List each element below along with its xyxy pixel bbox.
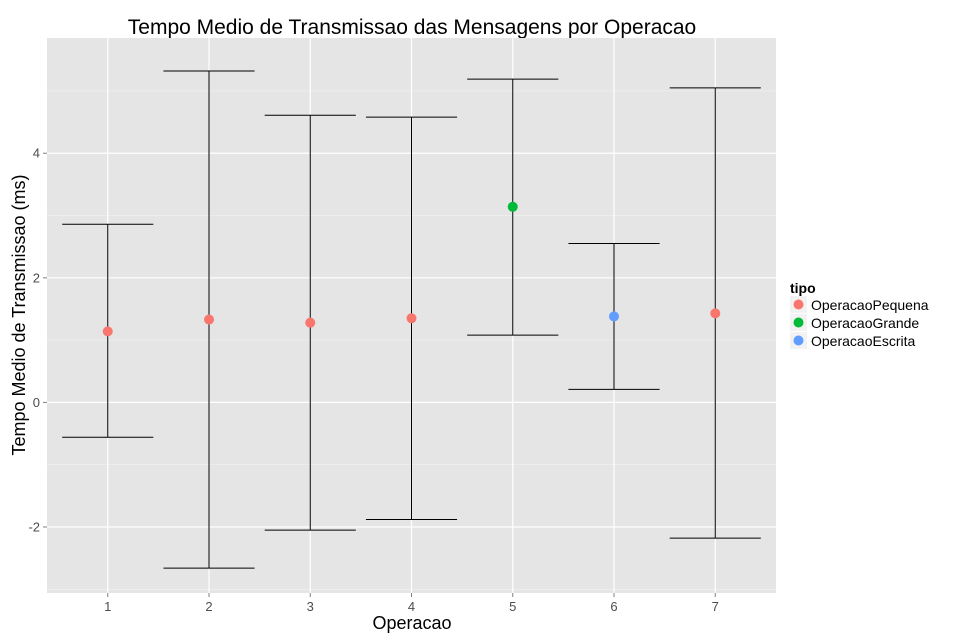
- y-tick-label: 4: [33, 146, 40, 161]
- y-axis-ticks: -2 0 2 4: [28, 146, 47, 534]
- x-tick-label: 6: [610, 599, 617, 614]
- legend-title: tipo: [790, 280, 816, 296]
- mean-point: [305, 317, 316, 328]
- legend-label: OperacaoPequena: [811, 297, 929, 313]
- mean-point: [102, 326, 113, 337]
- x-tick-label: 7: [712, 599, 719, 614]
- mean-point: [507, 201, 518, 212]
- mean-points: [102, 201, 721, 337]
- x-tick-label: 5: [509, 599, 516, 614]
- legend-key-marker: [793, 299, 804, 310]
- legend-item: OperacaoEscrita: [790, 332, 915, 349]
- mean-point: [204, 314, 214, 325]
- x-axis-title: Operacao: [372, 613, 451, 633]
- legend-items: OperacaoPequena OperacaoGrande OperacaoEsc…: [790, 296, 929, 349]
- y-tick-label: 0: [33, 395, 40, 410]
- y-tick-label: 2: [33, 270, 40, 285]
- x-tick-label: 3: [307, 599, 314, 614]
- x-tick-label: 4: [408, 599, 415, 614]
- mean-point: [406, 313, 417, 324]
- legend-item: OperacaoGrande: [790, 314, 919, 331]
- mean-point: [710, 308, 721, 319]
- y-axis-title: Tempo Medio de Transmissao (ms): [9, 174, 29, 455]
- legend-label: OperacaoEscrita: [811, 333, 915, 349]
- x-tick-label: 2: [205, 599, 212, 614]
- error-bars: [62, 70, 761, 569]
- x-tick-label: 1: [104, 599, 111, 614]
- legend-label: OperacaoGrande: [811, 315, 919, 331]
- mean-point: [609, 311, 619, 322]
- legend-key-marker: [793, 317, 804, 328]
- legend-item: OperacaoPequena: [790, 296, 929, 313]
- y-tick-label: -2: [28, 519, 40, 534]
- x-axis-ticks: 1 2 3 4 5 6 7: [104, 593, 719, 614]
- legend-key-marker: [793, 335, 804, 346]
- chart-title: Tempo Medio de Transmissao das Mensagens…: [128, 16, 696, 39]
- legend: tipo OperacaoPequenaOperacaoGrandeOperac…: [790, 280, 929, 349]
